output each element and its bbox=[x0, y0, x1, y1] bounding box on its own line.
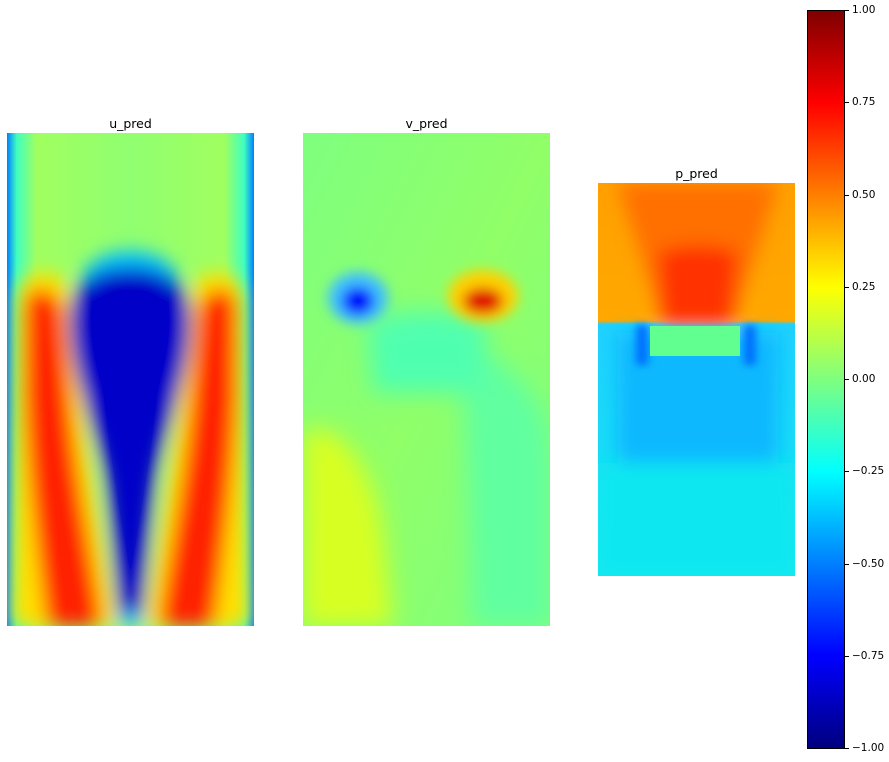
colorbar-tick bbox=[845, 10, 849, 11]
colorbar-tick bbox=[845, 471, 849, 472]
colorbar-tick-label: 0.75 bbox=[852, 96, 876, 108]
colorbar-tick-label: 0.00 bbox=[852, 373, 876, 385]
v-pred-heatmap bbox=[303, 133, 550, 626]
colorbar-tick-label: −0.50 bbox=[852, 558, 885, 570]
colorbar-tick-label: −0.25 bbox=[852, 465, 885, 477]
colorbar-tick-label: 0.50 bbox=[852, 189, 876, 201]
u-pred-title: u_pred bbox=[109, 116, 152, 131]
v-pred-title: v_pred bbox=[405, 116, 448, 131]
colorbar-tick bbox=[845, 102, 849, 103]
colorbar-tick bbox=[845, 656, 849, 657]
colorbar-tick-label: 0.25 bbox=[852, 281, 876, 293]
u-pred-heatmap bbox=[7, 133, 254, 626]
colorbar-tick-label: −1.00 bbox=[852, 742, 885, 754]
colorbar bbox=[807, 10, 845, 749]
colorbar-tick bbox=[845, 195, 849, 196]
colorbar-tick bbox=[845, 564, 849, 565]
colorbar-tick bbox=[845, 748, 849, 749]
p-pred-title: p_pred bbox=[675, 166, 718, 181]
colorbar-tick-label: 1.00 bbox=[852, 4, 876, 16]
colorbar-tick bbox=[845, 379, 849, 380]
colorbar-tick-label: −0.75 bbox=[852, 650, 885, 662]
colorbar-tick bbox=[845, 287, 849, 288]
p-pred-heatmap bbox=[598, 183, 795, 576]
